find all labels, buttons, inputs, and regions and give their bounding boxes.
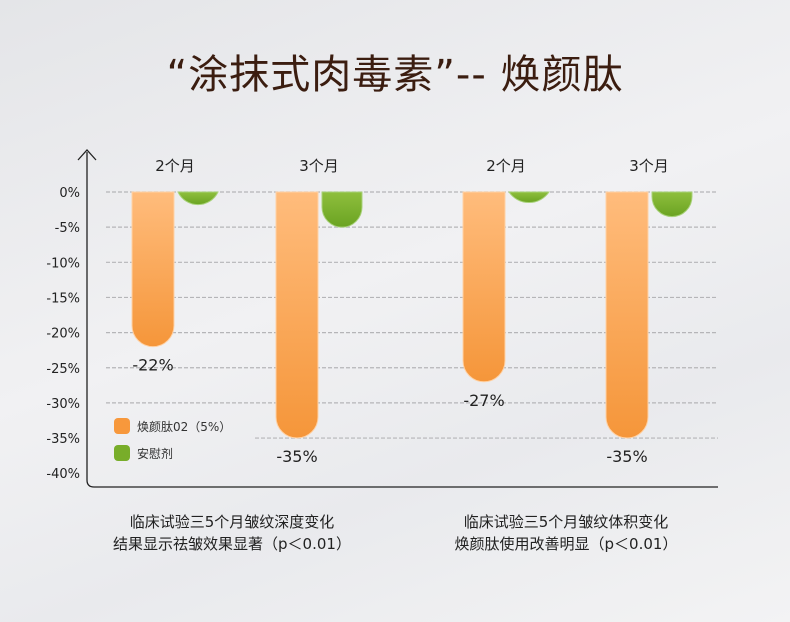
caption-right-line1: 临床试验三5个月皱纹体积变化 bbox=[463, 513, 669, 531]
legend-label: 焕颜肽02（5%） bbox=[137, 419, 231, 434]
page-title: “涂抹式肉毒素”-- 焕颜肽 bbox=[166, 52, 624, 98]
caption-left: 临床试验三5个月皱纹深度变化 结果显示祛皱效果显著（p＜0.01） bbox=[52, 511, 412, 555]
y-tick-label: 0% bbox=[59, 186, 80, 201]
legend-swatch bbox=[114, 445, 130, 461]
legend-label: 安慰剂 bbox=[137, 446, 173, 461]
y-tick-label: -15% bbox=[46, 291, 80, 306]
y-tick-label: -30% bbox=[46, 397, 80, 412]
legend-swatch bbox=[114, 418, 130, 434]
y-tick-label: -5% bbox=[55, 221, 80, 236]
category-label: 2个月 bbox=[155, 157, 195, 175]
axis-arrow-icon bbox=[77, 149, 97, 161]
caption-right-line2: 焕颜肽使用改善明显（p＜0.01） bbox=[454, 535, 678, 553]
y-axis bbox=[86, 152, 718, 488]
bar-placebo bbox=[651, 191, 693, 218]
data-label: -27% bbox=[463, 391, 504, 410]
data-label: -35% bbox=[276, 447, 317, 466]
data-label: -35% bbox=[606, 447, 647, 466]
caption-left-line2: 结果显示祛皱效果显著（p＜0.01） bbox=[113, 535, 351, 553]
bar-huanyantai bbox=[275, 191, 319, 439]
bar-huanyantai bbox=[131, 191, 175, 348]
category-label: 2个月 bbox=[486, 157, 526, 175]
bar-placebo bbox=[321, 191, 363, 228]
y-tick-label: -20% bbox=[46, 327, 80, 342]
y-tick-label: -35% bbox=[46, 432, 80, 447]
bar-huanyantai bbox=[605, 191, 649, 439]
bar-placebo bbox=[177, 191, 219, 206]
caption-left-line1: 临床试验三5个月皱纹深度变化 bbox=[129, 513, 335, 531]
category-label: 3个月 bbox=[299, 157, 339, 175]
y-tick-label: -10% bbox=[46, 256, 80, 271]
data-label: -22% bbox=[132, 356, 173, 375]
category-label: 3个月 bbox=[629, 157, 669, 175]
bar-placebo bbox=[508, 191, 550, 204]
bar-huanyantai bbox=[462, 191, 506, 383]
y-tick-label: -25% bbox=[46, 362, 80, 377]
y-tick-label: -40% bbox=[46, 467, 80, 482]
caption-right: 临床试验三5个月皱纹体积变化 焕颜肽使用改善明显（p＜0.01） bbox=[386, 511, 746, 555]
